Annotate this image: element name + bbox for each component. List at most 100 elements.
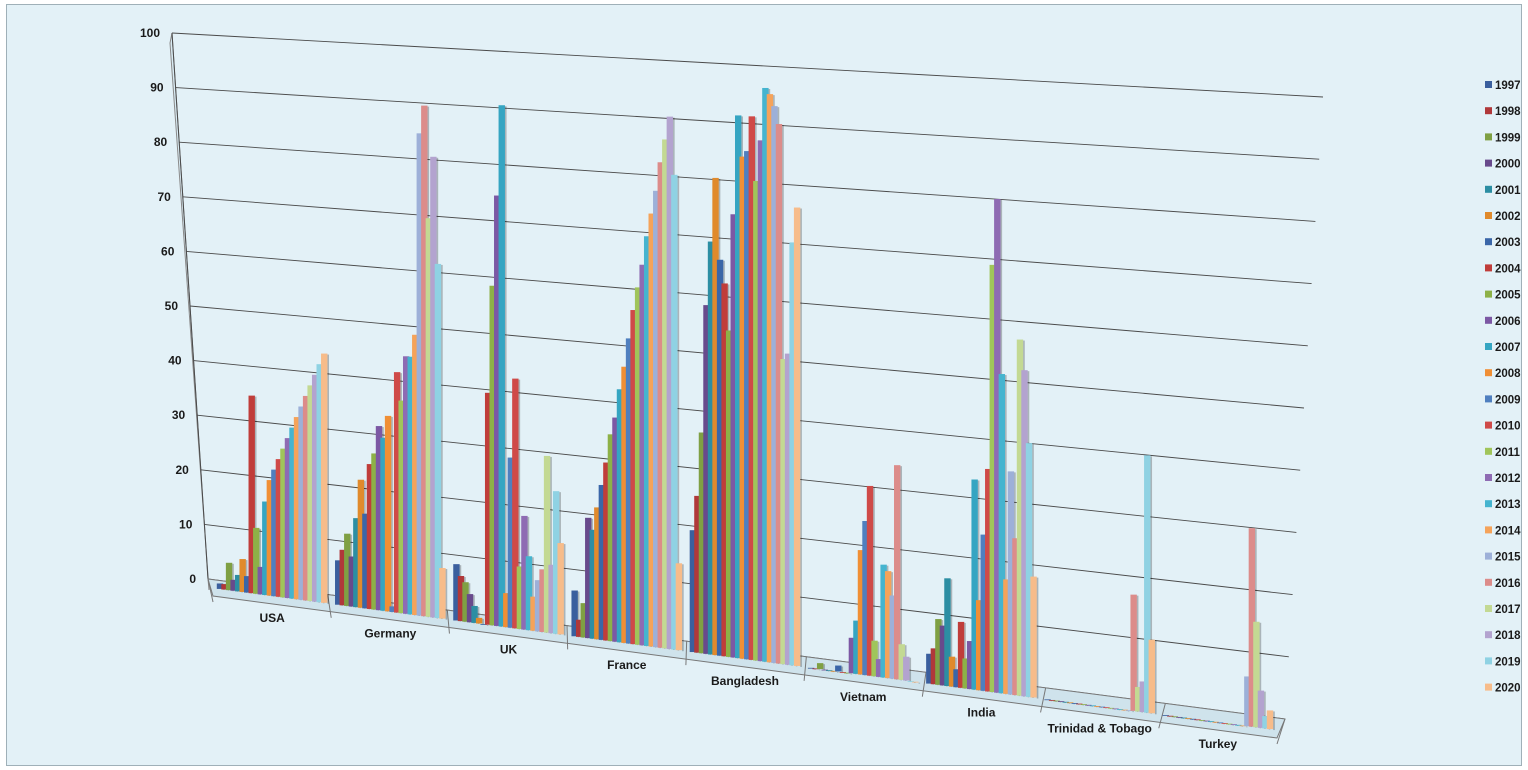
bar-bangladesh-2007 (735, 115, 742, 659)
bar-shade-vietnam-2018 (909, 657, 912, 682)
bar-shade-france-1997 (577, 591, 580, 638)
bar-bangladesh-2005 (725, 330, 733, 657)
bar-germany-2016 (421, 105, 428, 617)
bar-shade-uk-2017 (550, 456, 552, 634)
bar-bangladesh-2008 (739, 156, 746, 659)
bar-shade-turkey-2020 (1273, 711, 1275, 731)
bar-shade-uk-2002 (482, 618, 484, 625)
legend-swatch-2004 (1485, 264, 1492, 272)
bar-india-2003 (953, 669, 960, 688)
legend-swatch-2010 (1485, 421, 1492, 429)
bar-germany-2008 (384, 415, 392, 612)
bar-usa-2020 (321, 353, 328, 603)
bar-bangladesh-2014 (766, 94, 774, 663)
bar-shade-india-2020 (1036, 577, 1039, 699)
bar-bangladesh-1998 (694, 495, 701, 653)
bar-bangladesh-2006 (730, 214, 737, 658)
y-tick-label: 40 (168, 354, 182, 368)
legend-label-2010: 2010 (1495, 421, 1521, 433)
bar-uk-2013 (525, 556, 533, 631)
legend-label-2004: 2004 (1495, 263, 1521, 275)
bar-trinidad-tobago-2016 (1130, 594, 1137, 711)
bar-uk-1998 (457, 575, 465, 622)
bar-shade-turkey-2014 (1246, 726, 1248, 728)
bar-trinidad-tobago-2006 (1085, 704, 1092, 706)
bar-turkey-2014 (1239, 725, 1247, 727)
category-label-france: France (607, 658, 647, 672)
bar-shade-turkey-2017 (1259, 622, 1262, 729)
y-tick-label: 90 (150, 81, 164, 95)
category-label-turkey: Turkey (1199, 737, 1238, 751)
bar-turkey-1998 (1167, 715, 1174, 717)
bar-bangladesh-2001 (707, 241, 715, 655)
bar-usa-2017 (307, 385, 314, 602)
bar-usa-2015 (298, 406, 305, 600)
legend: 1997 1998 1999 2000 2001 2002 2003 2004 2005 2006… (1485, 80, 1521, 695)
legend-label-2002: 2002 (1495, 211, 1521, 223)
y-tick-label: 0 (189, 572, 196, 586)
category-divider (1158, 703, 1166, 729)
bar-shade-uk-2003 (486, 625, 489, 626)
bar-vietnam-2008 (857, 550, 865, 675)
legend-label-2013: 2013 (1495, 499, 1521, 511)
bar-france-2010 (630, 310, 637, 645)
bar-vietnam-2015 (889, 595, 896, 679)
bar-chart: 0 10 20 30 40 50 60 70 80 90 100 USA Germany UK Franc… (140, 26, 1521, 751)
bar-usa-2008 (266, 480, 274, 596)
bar-trinidad-tobago-2001 (1062, 701, 1069, 703)
legend-label-2012: 2012 (1495, 473, 1521, 485)
legend-swatch-2000 (1485, 159, 1492, 167)
bar-trinidad-tobago-2009 (1098, 706, 1106, 708)
bar-trinidad-tobago-2004 (1076, 703, 1083, 705)
category-divider (566, 625, 569, 650)
bar-bangladesh-2020 (793, 207, 801, 666)
bar-shade-trinidad-tobago-2016 (1136, 595, 1139, 712)
bar-trinidad-tobago-2015 (1125, 710, 1133, 712)
bar-shade-germany-2020 (445, 569, 448, 620)
legend-label-2001: 2001 (1495, 185, 1521, 197)
bar-vietnam-2003 (835, 665, 842, 672)
bar-usa-2013 (289, 427, 296, 599)
bar-shade-vietnam-2002 (836, 671, 839, 673)
bar-shade-uk-2007 (504, 106, 507, 628)
legend-label-2005: 2005 (1495, 290, 1521, 302)
bar-india-2012 (994, 199, 1001, 693)
bar-shade-trinidad-tobago-2015 (1132, 711, 1134, 713)
legend-swatch-2020 (1485, 683, 1492, 691)
legend-label-1997: 1997 (1495, 80, 1521, 92)
bar-uk-2011 (516, 566, 524, 629)
legend-swatch-2018 (1485, 631, 1492, 639)
bar-india-2004 (957, 621, 965, 688)
bar-india-1998 (930, 648, 938, 685)
bar-shade-uk-2013 (532, 557, 534, 632)
bar-germany-1998 (339, 549, 346, 606)
chart-frame: 0 10 20 30 40 50 60 70 80 90 100 USA Germany UK Franc… (6, 4, 1522, 766)
bar-bangladesh-2009 (744, 151, 751, 660)
legend-swatch-2005 (1485, 290, 1492, 298)
x-axis-categories: USA Germany UK France Bangladesh Vietnam India… (259, 611, 1237, 751)
bar-france-2005 (607, 434, 615, 642)
bar-vietnam-2018 (903, 656, 910, 681)
bar-shade-usa-2020 (327, 354, 330, 604)
bar-shade-trinidad-tobago-2019 (1150, 456, 1153, 714)
bar-trinidad-tobago-2002 (1067, 702, 1074, 704)
bar-turkey-2011 (1226, 723, 1233, 725)
bar-uk-2016 (539, 569, 546, 632)
bar-uk-1997 (453, 564, 460, 621)
bar-uk-2007 (498, 105, 505, 627)
bar-france-1997 (571, 590, 578, 637)
bar-germany-2010 (393, 372, 401, 613)
bar-uk-2019 (552, 491, 560, 634)
bar-shade-vietnam-2016 (900, 466, 903, 681)
bar-turkey-2016 (1248, 528, 1256, 727)
bar-vietnam-2012 (875, 659, 883, 677)
legend-swatch-1997 (1485, 81, 1492, 88)
bar-uk-2014 (530, 596, 537, 631)
bar-germany-2002 (357, 479, 365, 608)
bar-vietnam-2010 (866, 485, 874, 676)
bar-india-2011 (989, 264, 996, 693)
bar-france-2014 (648, 213, 655, 647)
bar-turkey-2017 (1253, 621, 1260, 728)
bar-turkey-2013 (1235, 724, 1242, 726)
bar-vietnam-2007 (853, 620, 860, 674)
